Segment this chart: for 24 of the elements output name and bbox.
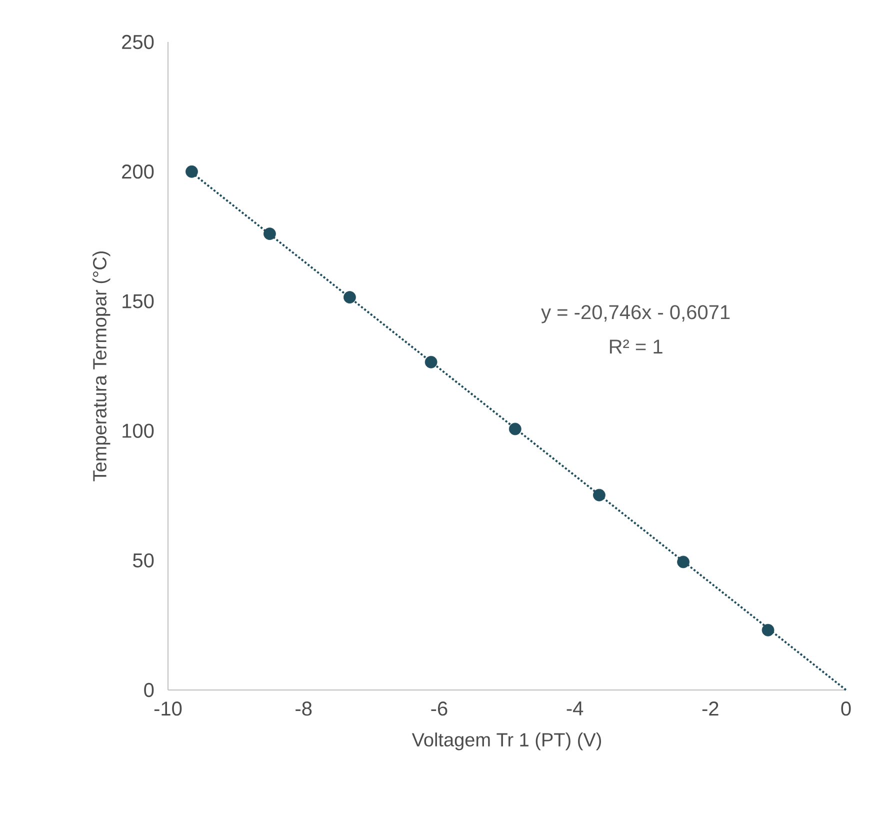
y-axis-title: Temperatura Termopar (°C) <box>92 252 110 482</box>
point <box>264 228 276 240</box>
x-tick-label: 0 <box>841 702 851 716</box>
x-tick-label: -2 <box>702 702 718 716</box>
y-tick-label: 50 <box>133 553 154 568</box>
annotation: R² = 1 <box>610 340 662 354</box>
x-tick-label: -6 <box>431 702 448 716</box>
point <box>344 291 356 304</box>
y-tick-label: 100 <box>122 424 154 438</box>
point <box>677 556 690 568</box>
y-tick-label: 0 <box>144 682 154 698</box>
y-tick-label: 200 <box>122 164 154 179</box>
point <box>508 422 522 436</box>
point <box>593 488 606 502</box>
y-tick-label: 250 <box>122 34 154 50</box>
point <box>186 165 198 178</box>
x-tick-label: -8 <box>296 702 312 716</box>
annotation: y = -20,746x - 0,6071 <box>541 305 730 324</box>
point <box>424 356 438 368</box>
x-axis-title: Voltagem Tr 1 (PT) (V) <box>412 732 602 750</box>
x-tick-label: -10 <box>154 702 182 716</box>
point <box>762 624 774 636</box>
y-tick-label: 150 <box>122 294 154 308</box>
x-tick-label: -4 <box>566 702 584 716</box>
